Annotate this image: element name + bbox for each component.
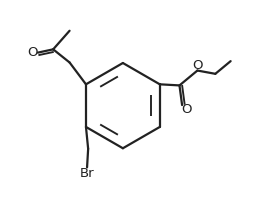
Text: Br: Br <box>80 167 94 180</box>
Text: O: O <box>192 59 203 72</box>
Text: O: O <box>27 46 38 59</box>
Text: O: O <box>181 103 192 116</box>
